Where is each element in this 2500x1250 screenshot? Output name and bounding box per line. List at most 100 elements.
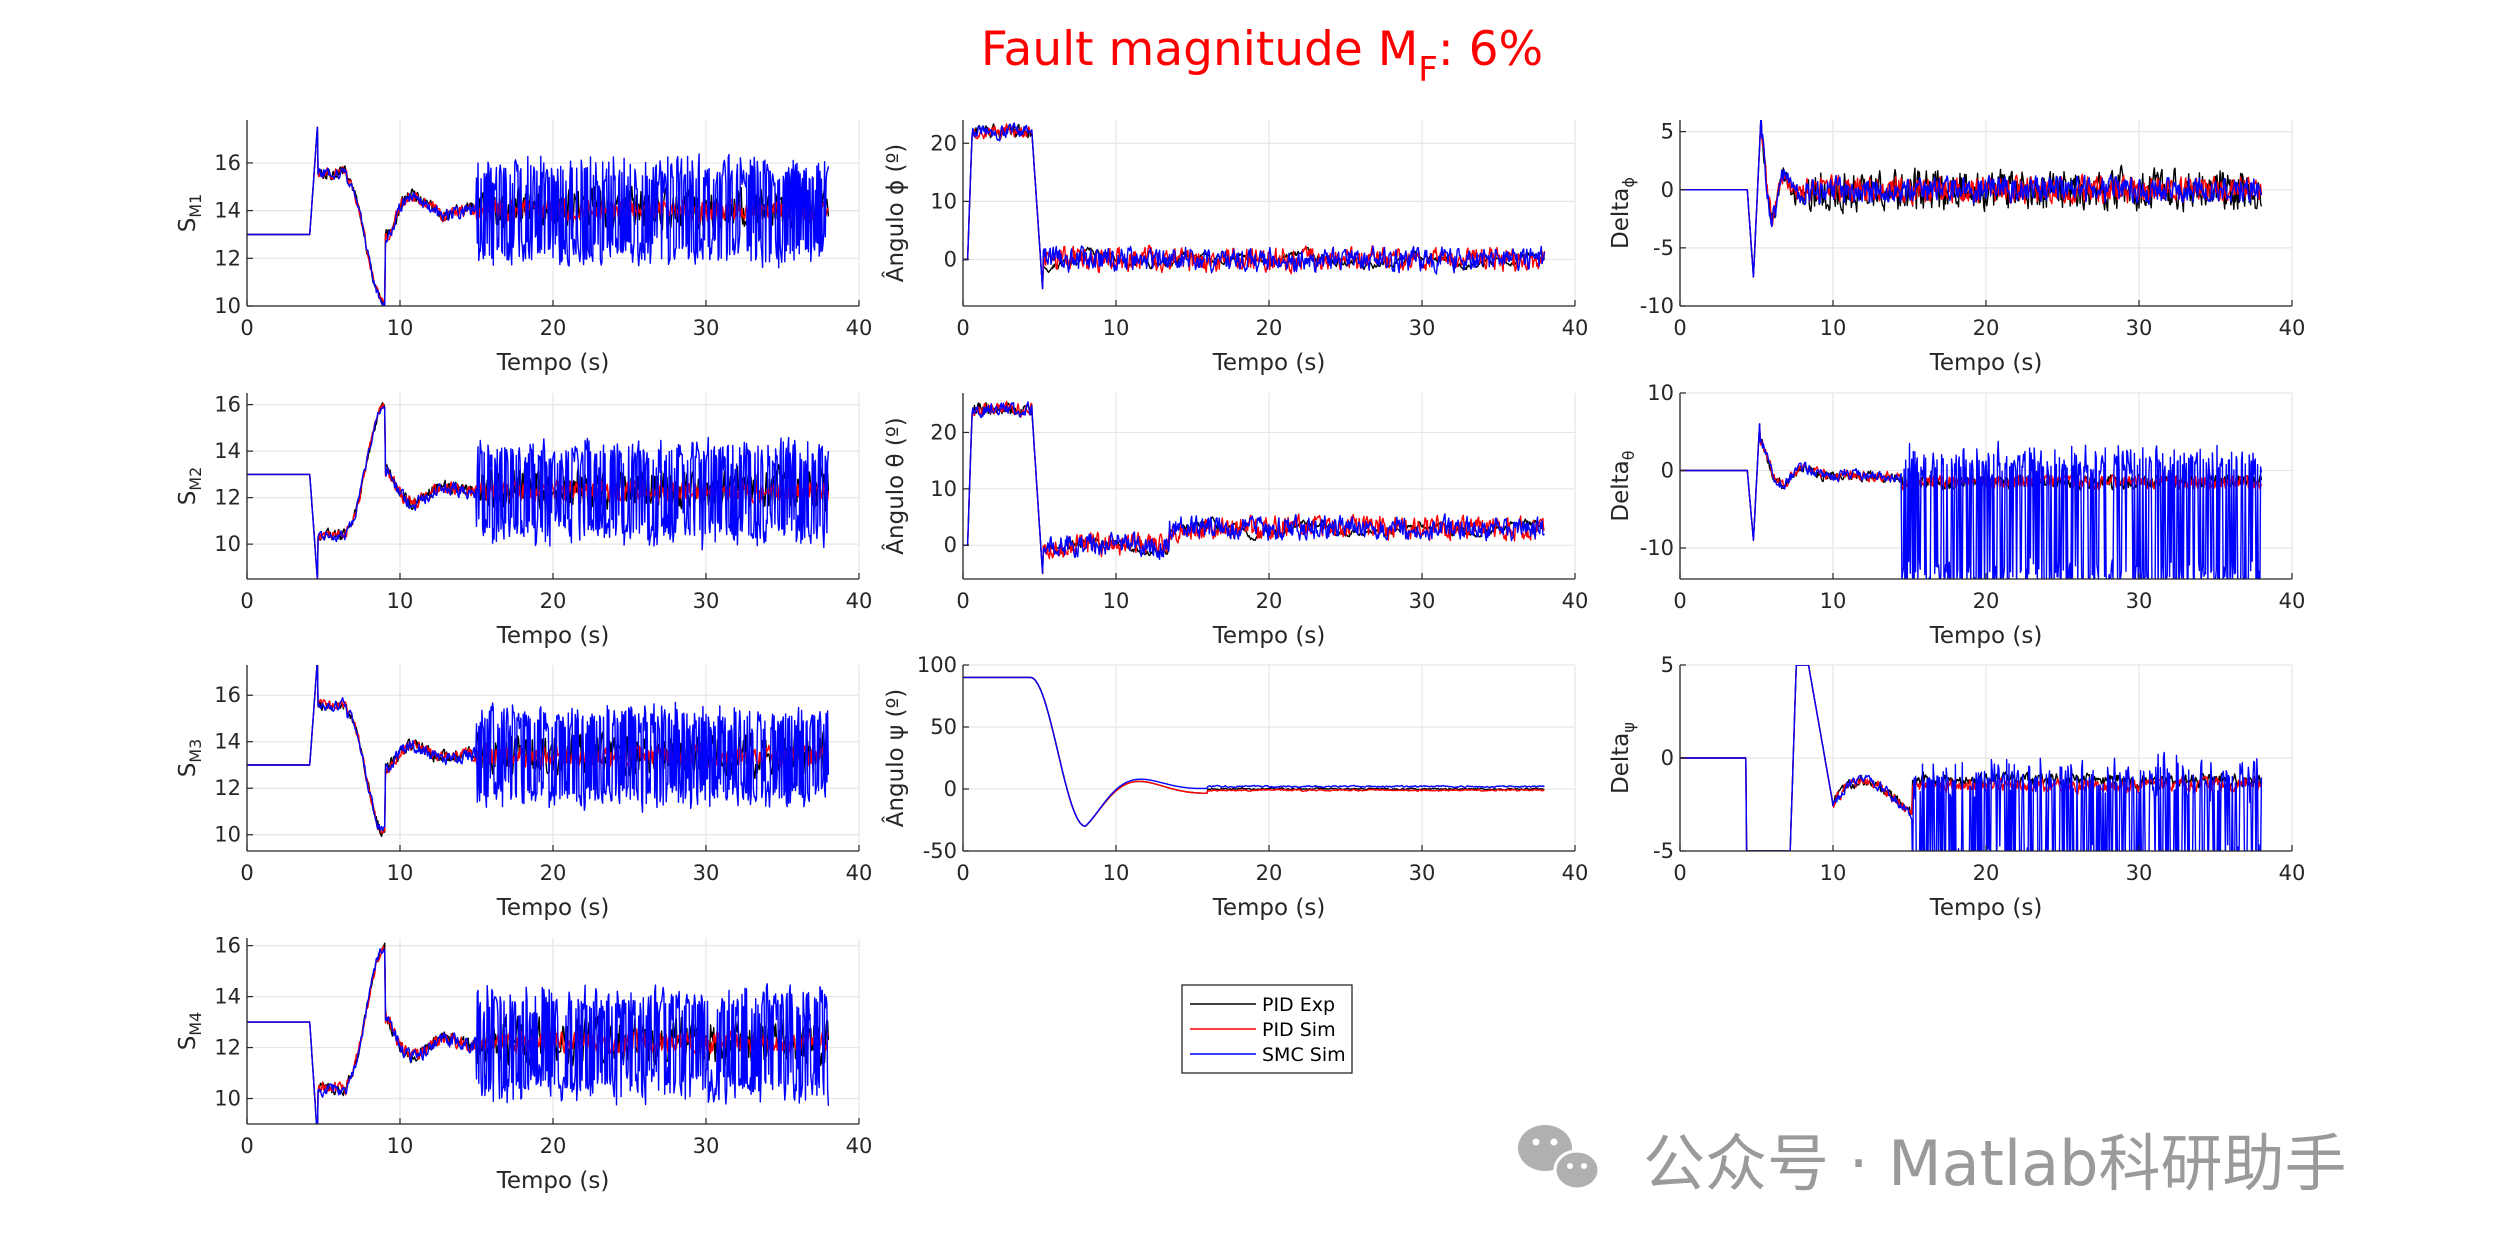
series-group	[963, 122, 1546, 290]
y-tick-label: 10	[930, 189, 957, 213]
series-line-smc-sim	[1680, 665, 2263, 851]
series-group	[247, 402, 830, 579]
y-tick-label: 12	[214, 776, 241, 800]
x-tick-label: 10	[387, 1134, 414, 1158]
x-tick-label: 40	[1562, 861, 1589, 885]
y-tick-label: -5	[1653, 839, 1674, 863]
y-axis-label-subscript: ϕ	[1619, 177, 1638, 188]
x-tick-label: 20	[540, 316, 567, 340]
y-tick-label: 10	[1647, 381, 1674, 405]
y-tick-label: 5	[1661, 120, 1674, 144]
title-main: Fault magnitude M	[981, 22, 1418, 77]
y-tick-label: -10	[1640, 536, 1674, 560]
x-tick-label: 0	[240, 1134, 253, 1158]
y-axis-label-main: S	[175, 763, 201, 778]
x-tick-label: 30	[1409, 316, 1436, 340]
series-line-smc-sim	[247, 126, 830, 306]
series-group	[1680, 120, 2263, 278]
subplot-sm3: 0 10 20 30 40 10 12 14 16 Tempo (s) SM3	[175, 665, 873, 921]
x-tick-label: 10	[387, 861, 414, 885]
y-tick-label: 10	[214, 823, 241, 847]
subplot-sm2: 0 10 20 30 40 10 12 14 16 Tempo (s) SM2	[175, 393, 872, 649]
series-line-smc-sim	[963, 676, 1545, 827]
wechat-icon	[1518, 1125, 1601, 1191]
y-tick-label: -10	[1640, 294, 1674, 318]
x-tick-label: 30	[693, 589, 720, 613]
x-tick-label: 30	[2126, 316, 2153, 340]
x-tick-label: 0	[1673, 861, 1686, 885]
y-axis-label-subscript: M4	[186, 1012, 205, 1036]
y-tick-label: 0	[944, 248, 957, 272]
legend-label-smc-sim: SMC Sim	[1262, 1044, 1346, 1066]
x-tick-label: 20	[540, 1134, 567, 1158]
x-tick-label: 0	[240, 861, 253, 885]
y-axis-label: Ângulo ψ (º)	[881, 689, 909, 828]
x-tick-label: 40	[1562, 589, 1589, 613]
subplot-phi: 0 10 20 30 40 0 10 20 Tempo (s) Ângulo ϕ (º)	[881, 120, 1588, 376]
series-group	[247, 665, 830, 837]
y-tick-label: 10	[214, 294, 241, 318]
x-tick-label: 0	[240, 316, 253, 340]
series-line-smc-sim	[1680, 423, 2263, 579]
y-tick-label: 100	[917, 653, 957, 677]
y-axis-label-main: S	[175, 491, 201, 506]
y-tick-label: 16	[214, 934, 241, 958]
legend-label-pid-exp: PID Exp	[1262, 994, 1335, 1016]
x-axis-label: Tempo (s)	[1212, 895, 1326, 921]
x-tick-label: 20	[540, 861, 567, 885]
y-axis-label: Deltaψ	[1608, 722, 1638, 794]
series-line-smc-sim	[963, 401, 1545, 575]
x-tick-label: 30	[2126, 589, 2153, 613]
series-group	[247, 126, 830, 306]
x-tick-label: 30	[693, 316, 720, 340]
y-axis-label-subscript: ψ	[1619, 722, 1638, 733]
legend: PID Exp PID Sim SMC Sim	[1181, 984, 1353, 1074]
y-tick-label: 0	[944, 533, 957, 557]
x-tick-label: 10	[1820, 589, 1847, 613]
y-tick-label: 16	[214, 151, 241, 175]
x-tick-label: 40	[2279, 861, 2306, 885]
x-tick-label: 0	[1673, 316, 1686, 340]
x-tick-label: 40	[846, 316, 873, 340]
y-axis-label-main: Ângulo ϕ (º)	[881, 144, 909, 283]
x-tick-label: 40	[2279, 589, 2306, 613]
subplot-dphi: 0 10 20 30 40 -10 -5 0 5 Tempo (s) Deltaϕ	[1608, 120, 2305, 376]
x-tick-label: 0	[956, 589, 969, 613]
x-tick-label: 0	[1673, 589, 1686, 613]
y-axis-label-subscript: M1	[186, 194, 205, 218]
y-axis-label: Deltaθ	[1608, 450, 1638, 521]
y-tick-label: 14	[214, 730, 241, 754]
x-tick-label: 0	[956, 861, 969, 885]
watermark: 公众号 · Matlab科研助手	[1518, 1125, 2347, 1200]
x-tick-label: 30	[693, 861, 720, 885]
series-group	[1680, 665, 2263, 851]
x-tick-label: 20	[1256, 316, 1283, 340]
x-tick-label: 40	[846, 1134, 873, 1158]
y-axis-label-main: S	[175, 218, 201, 233]
y-tick-label: 5	[1661, 653, 1674, 677]
y-tick-label: -50	[923, 839, 957, 863]
y-tick-label: 14	[214, 199, 241, 223]
series-line-smc-sim	[963, 122, 1546, 290]
y-tick-label: 14	[214, 439, 241, 463]
y-axis-label-main: Delta	[1608, 188, 1634, 249]
watermark-text: 公众号 · Matlab科研助手	[1643, 1127, 2347, 1200]
y-tick-label: 14	[214, 985, 241, 1009]
y-tick-label: 0	[944, 777, 957, 801]
y-axis-label-main: Ângulo θ (º)	[881, 417, 909, 554]
x-tick-label: 40	[846, 861, 873, 885]
y-axis-label-subscript: M3	[186, 739, 205, 763]
subplot-theta: 0 10 20 30 40 0 10 20 Tempo (s) Ângulo θ (º)	[881, 393, 1588, 649]
y-tick-label: 10	[930, 477, 957, 501]
x-tick-label: 10	[387, 316, 414, 340]
legend-label-pid-sim: PID Sim	[1262, 1019, 1336, 1041]
y-axis-label-main: Delta	[1608, 460, 1634, 521]
y-tick-label: -5	[1653, 236, 1674, 260]
x-tick-label: 30	[2126, 861, 2153, 885]
x-tick-label: 10	[1820, 861, 1847, 885]
y-tick-label: 10	[214, 1087, 241, 1111]
x-axis-label: Tempo (s)	[1929, 895, 2043, 921]
